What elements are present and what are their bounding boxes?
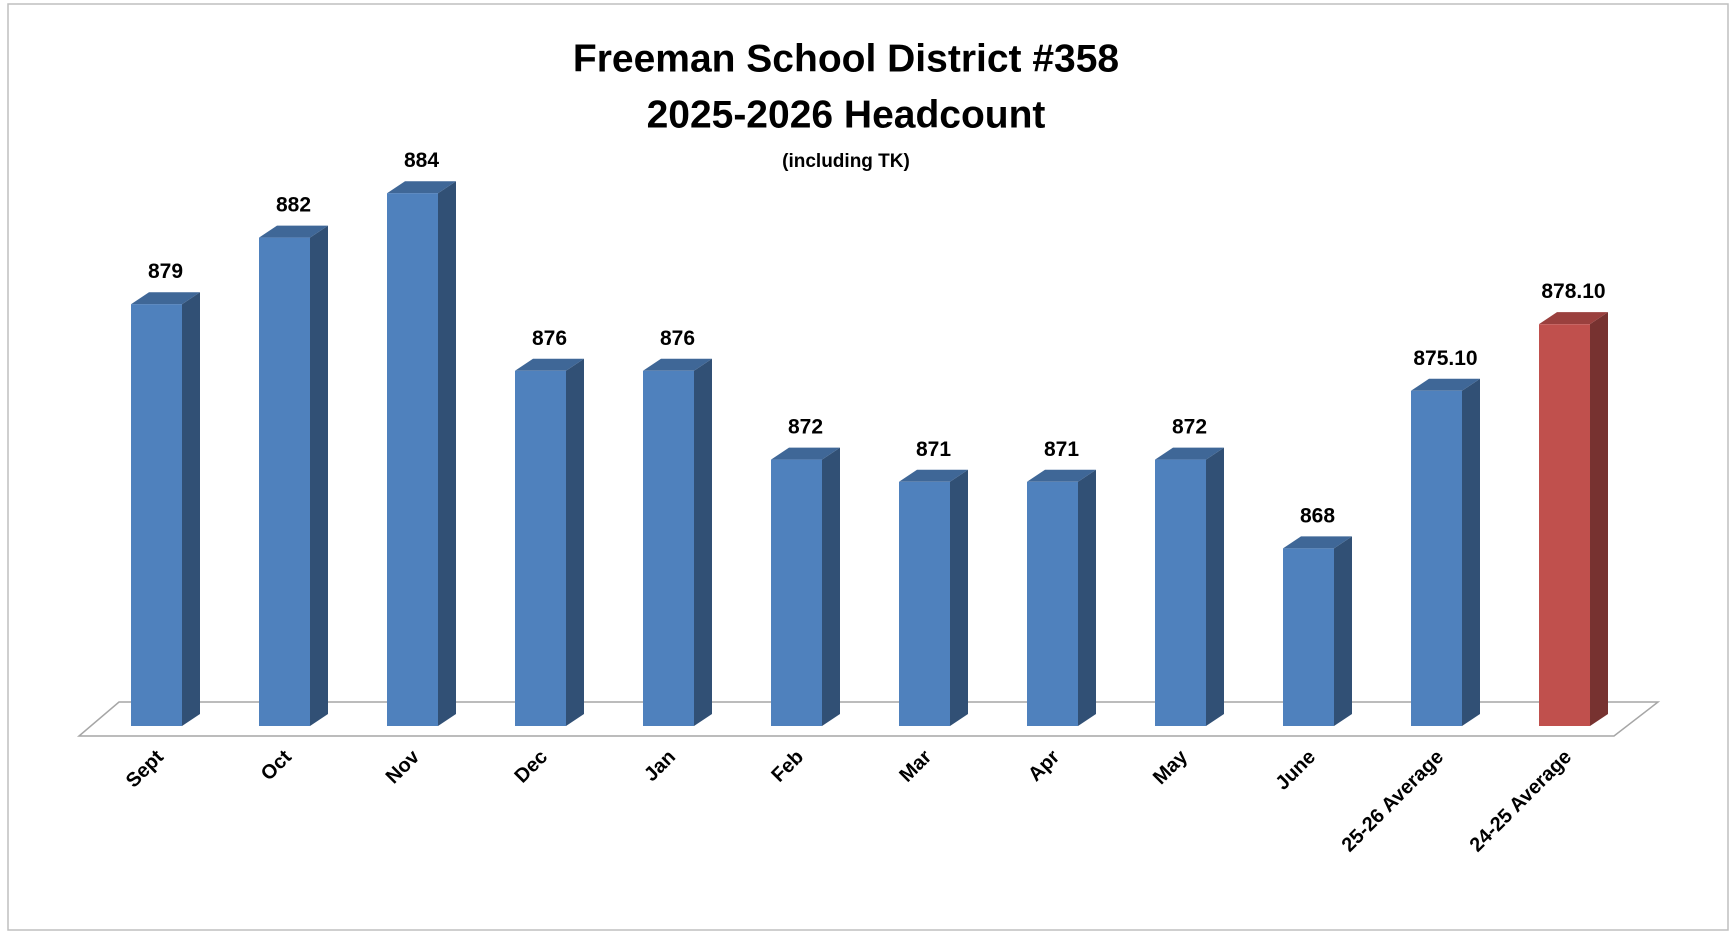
bar: [1155, 459, 1206, 726]
bar-side: [1462, 378, 1480, 726]
bar-top: [1283, 536, 1352, 549]
data-label: 882: [276, 194, 311, 217]
bar-top: [515, 358, 584, 371]
bar-side: [1078, 469, 1096, 726]
data-label: 871: [1044, 438, 1079, 461]
bar-top: [1027, 469, 1096, 482]
data-label: 871: [916, 438, 951, 461]
bar-side: [822, 447, 840, 726]
bar-side: [438, 181, 456, 726]
bar: [643, 370, 694, 726]
bar-side: [1590, 312, 1608, 726]
bar-top: [643, 358, 712, 371]
bar: [259, 237, 310, 726]
data-label: 876: [532, 327, 567, 350]
bar-side: [310, 225, 328, 726]
bar-top: [1539, 312, 1608, 325]
bar-side: [1206, 447, 1224, 726]
bar-side: [1334, 536, 1352, 726]
bar: [1283, 548, 1334, 726]
data-label: 875.10: [1413, 347, 1477, 370]
bar-top: [387, 181, 456, 194]
bar: [771, 459, 822, 726]
bar-top: [899, 469, 968, 482]
bar-top: [131, 292, 200, 305]
data-label: 872: [1172, 416, 1207, 439]
chart-note: (including TK): [782, 151, 910, 172]
bar: [131, 304, 182, 726]
bar: [515, 370, 566, 726]
bar: [1539, 324, 1590, 726]
bar: [899, 481, 950, 726]
bar-top: [1155, 447, 1224, 460]
bar-top: [259, 225, 328, 238]
chart-subtitle: 2025-2026 Headcount: [647, 93, 1046, 136]
bar-side: [566, 358, 584, 726]
data-label: 884: [404, 149, 439, 172]
data-label: 868: [1300, 504, 1335, 527]
bar-top: [771, 447, 840, 460]
floor: [76, 701, 1661, 737]
chart-title: Freeman School District #358: [573, 37, 1119, 80]
bar: [1027, 481, 1078, 726]
bar-side: [694, 358, 712, 726]
bar-side: [182, 292, 200, 726]
bar: [1411, 390, 1462, 726]
bar: [387, 193, 438, 726]
bar-top: [1411, 378, 1480, 391]
bar-side: [950, 469, 968, 726]
data-label: 872: [788, 416, 823, 439]
data-label: 878.10: [1541, 280, 1605, 303]
data-label: 879: [148, 260, 183, 283]
data-label: 876: [660, 327, 695, 350]
